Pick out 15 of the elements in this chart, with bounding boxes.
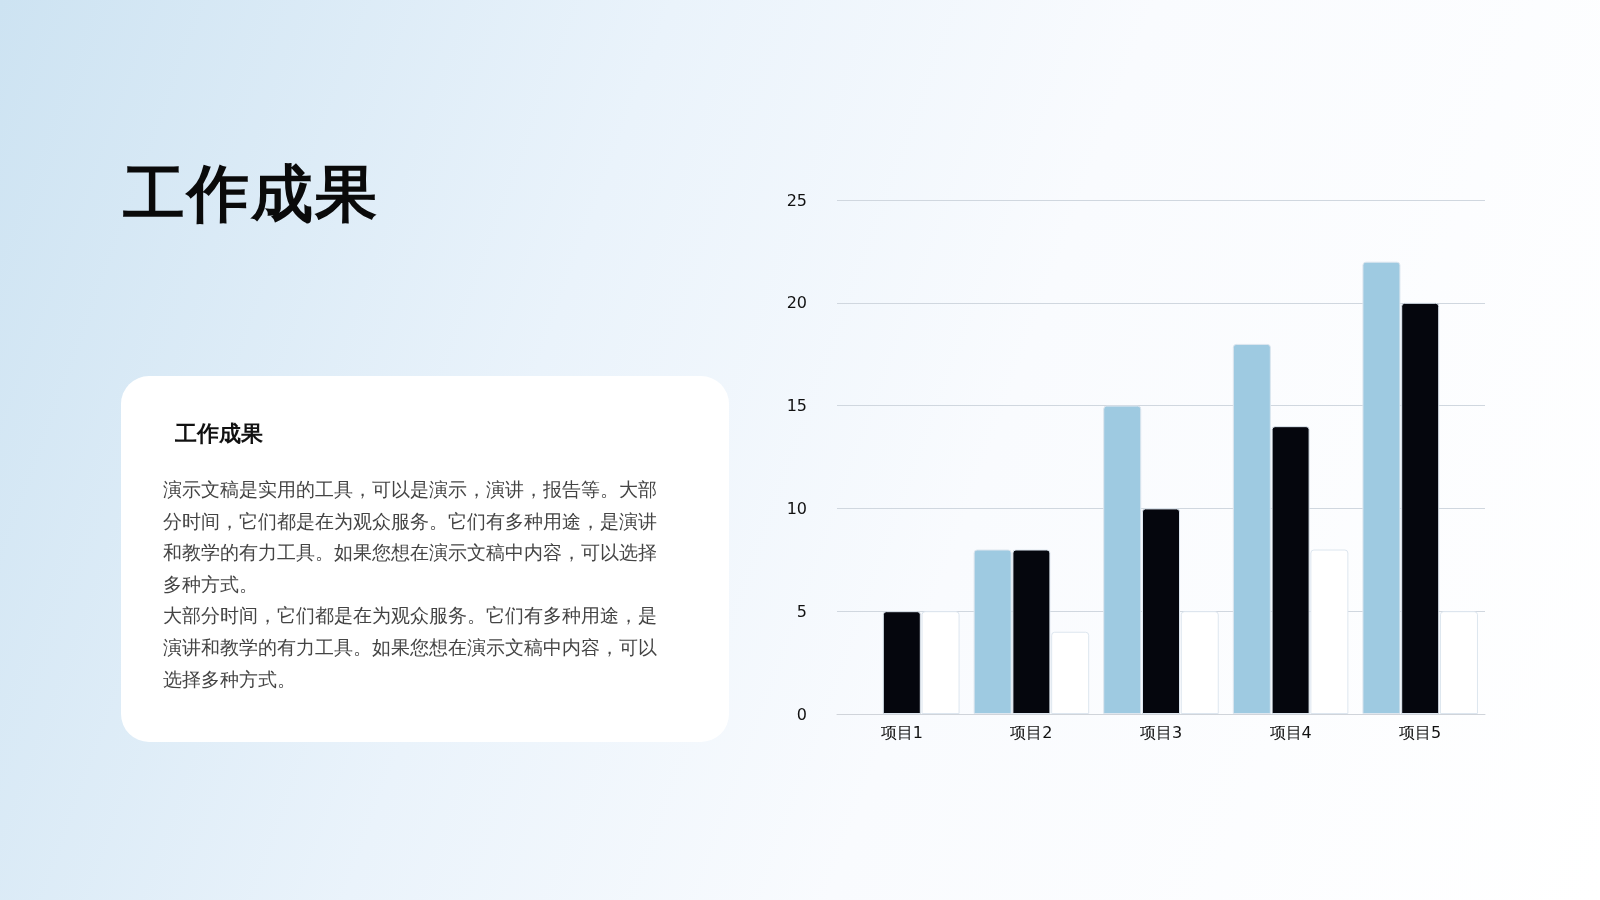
y-tick-label: 0	[796, 704, 807, 724]
text: 演示文稿是实用的工具，可以是演示，演讲，报告等。大部分时间，它们都是在为观众服务。它们有多种用途，是演讲和教学的有力工具。如果您想在演示文稿中内容，可以选择多种方式。	[163, 477, 658, 597]
y-tick-label: 20	[786, 293, 807, 313]
x-tick-label: 项目4	[1269, 722, 1312, 742]
text: 工作成果	[123, 156, 379, 232]
text: 工作成果	[175, 420, 263, 448]
x-tick-label: 项目5	[1399, 722, 1442, 742]
y-tick-label: 25	[786, 190, 807, 210]
x-tick-label: 项目1	[880, 722, 923, 742]
text: 大部分时间，它们都是在为观众服务。它们有多种用途，是演讲和教学的有力工具。如果您想在演示文稿中内容，可以选择多种方式。	[163, 603, 658, 692]
x-tick-label: 项目2	[1010, 722, 1053, 742]
y-tick-label: 15	[786, 396, 807, 416]
y-tick-label: 5	[796, 601, 807, 621]
x-tick-label: 项目3	[1139, 722, 1183, 742]
y-tick-label: 10	[786, 498, 807, 518]
